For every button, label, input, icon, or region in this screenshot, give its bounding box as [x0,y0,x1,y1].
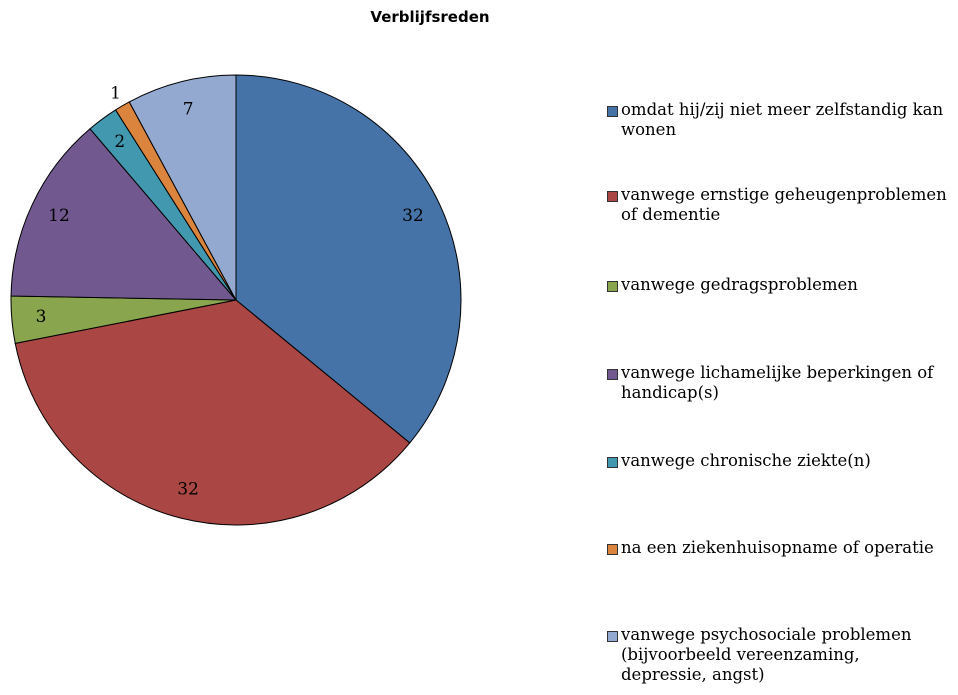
legend-label: vanwege gedragsproblemen [621,275,858,294]
legend-item: vanwege ernstige geheugenproblemen of de… [607,185,947,225]
legend-item: vanwege chronische ziekte(n) [607,451,947,471]
legend-label: vanwege lichamelijke beperkingen of hand… [621,363,934,402]
legend-label: na een ziekenhuisopname of operatie [621,538,934,557]
legend-label: vanwege chronische ziekte(n) [621,451,871,470]
legend-label: omdat hij/zij niet meer zelfstandig kan … [621,100,944,139]
pie-slice [235,74,462,444]
legend-swatch [607,631,618,642]
data-label: 2 [114,132,125,152]
legend-label: vanwege ernstige geheugenproblemen of de… [621,185,947,224]
legend-swatch [607,544,618,555]
data-label: 1 [110,84,121,104]
data-label: 3 [36,307,47,327]
legend-swatch [607,191,618,202]
chart-title: Verblijfsreden [370,8,489,26]
legend-swatch [607,106,618,117]
legend-item: vanwege lichamelijke beperkingen of hand… [607,363,947,403]
legend-item: na een ziekenhuisopname of operatie [607,538,947,558]
legend-swatch [607,457,618,468]
legend-label: vanwege psychosociale problemen (bijvoor… [621,625,912,684]
legend-swatch [607,369,618,380]
legend-swatch [607,281,618,292]
data-label: 32 [177,479,199,499]
legend-item: omdat hij/zij niet meer zelfstandig kan … [607,100,947,140]
data-label: 32 [402,206,424,226]
pie-slice [14,299,411,526]
data-label: 12 [48,206,70,226]
legend-item: vanwege psychosociale problemen (bijvoor… [607,625,947,685]
legend-item: vanwege gedragsproblemen [607,275,947,295]
pie-slice [128,74,237,301]
data-label: 7 [183,100,194,120]
pie-slice [10,128,238,301]
